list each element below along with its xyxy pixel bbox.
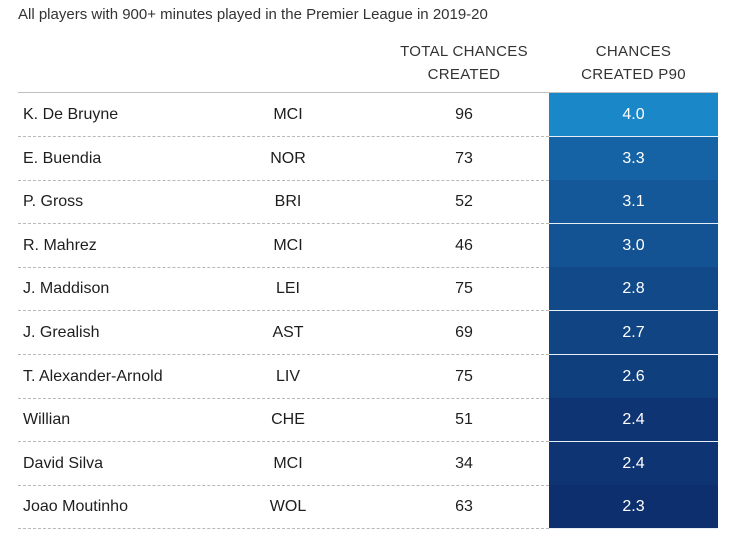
row-divider bbox=[18, 441, 549, 443]
header-total-line2: CREATED bbox=[427, 66, 501, 83]
p90-cell: 3.1 bbox=[549, 180, 718, 224]
p90-cell: 2.8 bbox=[549, 267, 718, 311]
table-row: J. Grealish AST 69 2.7 bbox=[18, 311, 718, 355]
total-chances-cell: 51 bbox=[455, 411, 473, 429]
row-divider bbox=[18, 354, 549, 355]
header-chances-p90: CHANCES CREATED P90 bbox=[549, 40, 718, 86]
player-name: J. Maddison bbox=[23, 280, 110, 298]
total-chances-cell: 63 bbox=[455, 498, 473, 516]
team-code: LEI bbox=[275, 280, 300, 298]
team-code: MCI bbox=[273, 454, 303, 472]
total-chances-cell: 75 bbox=[455, 367, 473, 385]
total-chances-cell: 34 bbox=[455, 454, 473, 472]
row-divider bbox=[18, 223, 549, 225]
player-name: E. Buendia bbox=[23, 149, 102, 167]
row-divider-colored bbox=[549, 528, 718, 530]
total-chances-cell: 46 bbox=[455, 236, 473, 254]
player-name: T. Alexander-Arnold bbox=[23, 367, 163, 385]
p90-cell: 2.7 bbox=[549, 311, 718, 354]
total-chances-cell: 69 bbox=[455, 324, 473, 341]
player-name: David Silva bbox=[23, 454, 104, 472]
team-code: CHE bbox=[271, 411, 305, 429]
p90-cell: 4.0 bbox=[549, 93, 718, 136]
row-divider-colored bbox=[549, 136, 718, 137]
team-code: LIV bbox=[275, 367, 300, 385]
row-divider-colored bbox=[549, 397, 718, 399]
header-p90-line2: CREATED P90 bbox=[581, 66, 686, 83]
total-chances-cell: 73 bbox=[455, 149, 473, 167]
player-name: Willian bbox=[23, 411, 71, 429]
header-total-chances: TOTAL CHANCES CREATED bbox=[380, 40, 548, 86]
p90-cell: 3.3 bbox=[549, 136, 718, 180]
row-divider bbox=[18, 266, 549, 268]
player-name: Joao Moutinho bbox=[23, 498, 128, 516]
table-row: R. Mahrez MCI 46 3.0 bbox=[18, 223, 718, 268]
header-total-line1: TOTAL CHANCES bbox=[400, 43, 528, 60]
p90-cell: 3.0 bbox=[549, 223, 718, 267]
table-row: Willian CHE 51 2.4 bbox=[18, 398, 718, 443]
row-divider bbox=[18, 484, 549, 486]
total-chances-cell: 75 bbox=[455, 280, 473, 298]
player-name: K. De Bruyne bbox=[23, 106, 119, 123]
team-code: MCI bbox=[273, 106, 303, 123]
row-divider-colored bbox=[549, 484, 718, 486]
team-code: WOL bbox=[269, 498, 307, 516]
player-name: J. Grealish bbox=[23, 324, 100, 341]
row-divider-colored bbox=[549, 223, 718, 225]
table-row: David Silva MCI 34 2.4 bbox=[18, 441, 718, 486]
p90-cell: 2.3 bbox=[549, 485, 718, 529]
p90-cell: 2.4 bbox=[549, 441, 718, 485]
row-divider bbox=[18, 310, 549, 312]
player-name: R. Mahrez bbox=[23, 236, 97, 254]
table-row: K. De Bruyne MCI 96 4.0 bbox=[18, 93, 718, 137]
team-code: AST bbox=[272, 324, 304, 341]
player-name: P. Gross bbox=[23, 193, 84, 211]
row-divider bbox=[18, 397, 549, 399]
row-divider-colored bbox=[549, 179, 718, 181]
table-subtitle: All players with 900+ minutes played in … bbox=[18, 6, 488, 23]
total-chances-cell: 96 bbox=[455, 106, 473, 123]
row-divider-colored bbox=[549, 310, 718, 312]
p90-cell: 2.4 bbox=[549, 398, 718, 442]
table-row: Joao Moutinho WOL 63 2.3 bbox=[18, 485, 718, 530]
row-divider-colored bbox=[549, 266, 718, 268]
table-row: E. Buendia NOR 73 3.3 bbox=[18, 136, 718, 181]
team-code: MCI bbox=[273, 236, 303, 254]
team-code: NOR bbox=[270, 149, 306, 167]
table-row: T. Alexander-Arnold LIV 75 2.6 bbox=[18, 354, 718, 399]
table-row: J. Maddison LEI 75 2.8 bbox=[18, 267, 718, 312]
row-divider-colored bbox=[549, 354, 718, 355]
row-divider-colored bbox=[549, 441, 718, 443]
row-divider bbox=[18, 136, 549, 137]
row-divider bbox=[18, 528, 549, 530]
table-row: P. Gross BRI 52 3.1 bbox=[18, 180, 718, 225]
row-divider bbox=[18, 179, 549, 181]
total-chances-cell: 52 bbox=[455, 193, 473, 211]
header-p90-line1: CHANCES bbox=[595, 43, 672, 60]
p90-cell: 2.6 bbox=[549, 354, 718, 398]
header-rule bbox=[18, 92, 718, 93]
team-code: BRI bbox=[274, 193, 302, 211]
